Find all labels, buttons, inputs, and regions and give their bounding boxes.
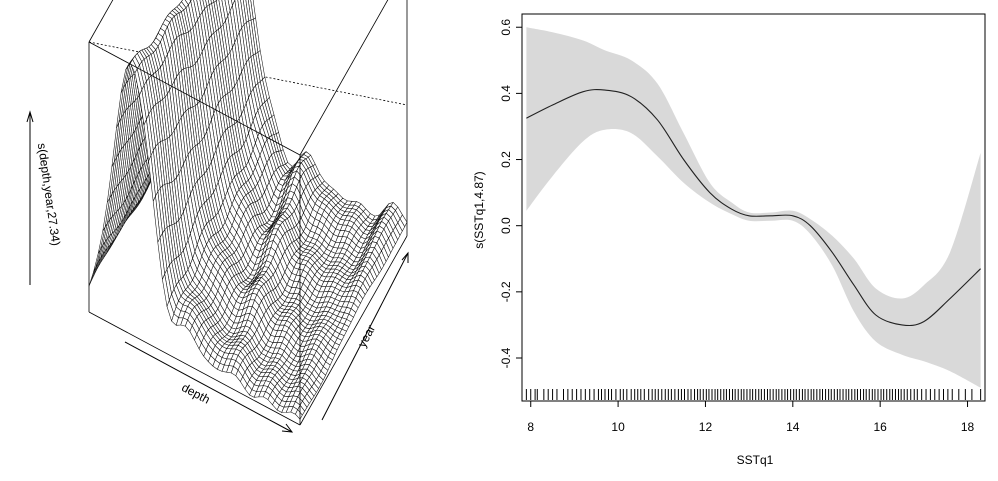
mesh-cell xyxy=(88,266,97,287)
box-edge xyxy=(88,0,114,43)
x-axis-arrowhead xyxy=(281,423,294,433)
x-tick-label: 16 xyxy=(873,420,887,434)
box-edge xyxy=(299,235,408,426)
y-tick-label: 0.4 xyxy=(499,85,513,102)
y-tick-label: 0.6 xyxy=(499,19,513,36)
x-tick-label: 10 xyxy=(611,420,625,434)
y-axis-ticks: -0.4 -0.2 0.0 0.2 0.4 0.6 xyxy=(499,19,522,368)
fitted-line xyxy=(526,89,981,327)
mesh-cell xyxy=(295,409,303,420)
y-tick-label: -0.4 xyxy=(499,347,513,368)
x-tick-label: 12 xyxy=(699,420,713,434)
y-tick-label: 0.0 xyxy=(499,217,513,234)
box-edge xyxy=(88,41,301,156)
plot-frame xyxy=(521,13,986,402)
perspective-surface-plot: s(depth,year,27.34) depth year xyxy=(26,0,409,433)
x-tick-label: 8 xyxy=(527,420,534,434)
x-axis-arrow xyxy=(124,341,293,433)
y-axis-arrowhead xyxy=(401,251,409,263)
smooth-term-plot: 8 10 12 14 16 18 -0.4 -0.2 0.0 0.2 0.4 0.6 SSTq1 s… xyxy=(472,13,986,467)
x-tick-label: 18 xyxy=(961,420,975,434)
y-tick-label: 0.2 xyxy=(499,151,513,168)
term-y-axis-label: s(SSTq1,4.87) xyxy=(472,171,486,248)
rug-marks xyxy=(525,389,982,400)
box-edge xyxy=(88,311,301,426)
x-axis-label: depth xyxy=(179,380,212,406)
x-axis-ticks: 8 10 12 14 16 18 xyxy=(527,401,975,434)
z-axis-label: s(depth,year,27.34) xyxy=(35,142,63,246)
confidence-band xyxy=(526,27,981,388)
y-axis-arrow xyxy=(321,252,409,421)
bounding-box-front xyxy=(88,0,408,426)
x-tick-label: 14 xyxy=(786,420,800,434)
y-tick-label: -0.2 xyxy=(499,281,513,302)
y-axis-label: year xyxy=(355,323,378,350)
box-edge xyxy=(299,0,389,156)
term-x-axis-label: SSTq1 xyxy=(737,453,774,467)
surface-mesh xyxy=(88,0,408,420)
z-axis-arrowhead xyxy=(26,110,34,123)
